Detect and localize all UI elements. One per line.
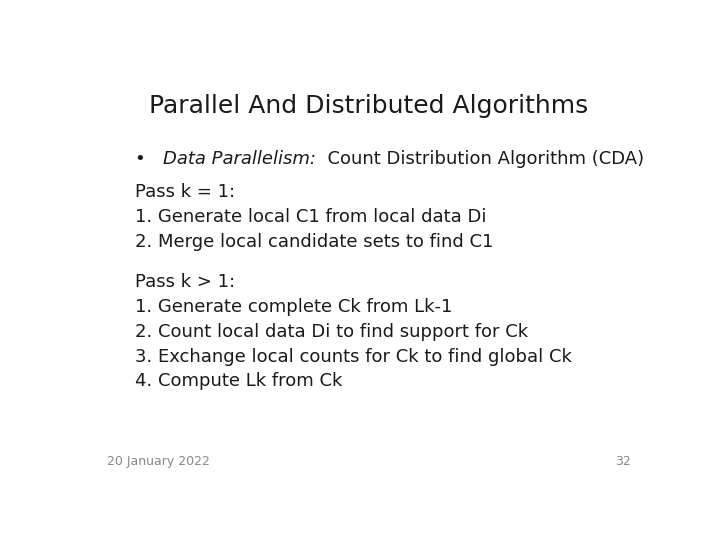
- Text: 2. Count local data Di to find support for Ck: 2. Count local data Di to find support f…: [135, 322, 528, 341]
- Text: Parallel And Distributed Algorithms: Parallel And Distributed Algorithms: [149, 94, 589, 118]
- Text: 4. Compute Lk from Ck: 4. Compute Lk from Ck: [135, 373, 342, 390]
- Text: 1. Generate local C1 from local data Di: 1. Generate local C1 from local data Di: [135, 208, 486, 226]
- Text: 32: 32: [616, 455, 631, 468]
- Text: 20 January 2022: 20 January 2022: [107, 455, 210, 468]
- Text: Pass k = 1:: Pass k = 1:: [135, 183, 235, 201]
- Text: Pass k > 1:: Pass k > 1:: [135, 273, 235, 291]
- Text: 2. Merge local candidate sets to find C1: 2. Merge local candidate sets to find C1: [135, 233, 493, 251]
- Text: 3. Exchange local counts for Ck to find global Ck: 3. Exchange local counts for Ck to find …: [135, 348, 572, 366]
- Text: Data Parallelism:: Data Parallelism:: [163, 150, 315, 168]
- Text: •: •: [135, 150, 163, 168]
- Text: 1. Generate complete Ck from Lk-1: 1. Generate complete Ck from Lk-1: [135, 298, 452, 316]
- Text: Count Distribution Algorithm (CDA): Count Distribution Algorithm (CDA): [315, 150, 644, 168]
